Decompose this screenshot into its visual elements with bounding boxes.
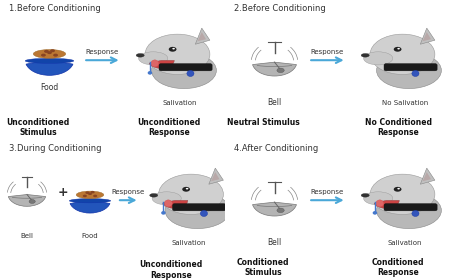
Circle shape: [394, 187, 401, 192]
Circle shape: [29, 200, 35, 203]
Circle shape: [277, 68, 284, 73]
Text: Bell: Bell: [267, 98, 282, 107]
Wedge shape: [26, 60, 73, 75]
Circle shape: [397, 188, 400, 190]
Polygon shape: [423, 32, 431, 41]
FancyBboxPatch shape: [159, 64, 212, 71]
Polygon shape: [209, 168, 223, 184]
Ellipse shape: [161, 211, 166, 215]
Text: Bell: Bell: [267, 238, 282, 247]
Circle shape: [394, 47, 401, 52]
Ellipse shape: [164, 200, 172, 207]
Text: No Salivation: No Salivation: [382, 100, 428, 106]
Circle shape: [186, 188, 189, 190]
Text: Response: Response: [311, 189, 344, 195]
Wedge shape: [252, 202, 297, 216]
Text: Response: Response: [112, 189, 145, 195]
Circle shape: [172, 48, 175, 50]
Circle shape: [90, 191, 94, 193]
Text: +: +: [58, 186, 68, 199]
Polygon shape: [420, 168, 435, 184]
FancyBboxPatch shape: [384, 204, 437, 211]
Ellipse shape: [136, 53, 144, 57]
Circle shape: [370, 174, 435, 214]
Circle shape: [182, 187, 190, 192]
Ellipse shape: [33, 50, 66, 58]
Text: 3.During Conditioning: 3.During Conditioning: [9, 144, 102, 153]
Circle shape: [53, 54, 58, 57]
Polygon shape: [423, 172, 431, 181]
Polygon shape: [211, 172, 220, 181]
Ellipse shape: [25, 58, 74, 63]
Circle shape: [44, 50, 49, 53]
Wedge shape: [149, 60, 174, 68]
Ellipse shape: [148, 71, 152, 75]
Ellipse shape: [139, 52, 168, 65]
Circle shape: [93, 195, 97, 197]
Text: Unconditioned
Response: Unconditioned Response: [140, 260, 202, 280]
Ellipse shape: [150, 193, 158, 197]
FancyBboxPatch shape: [172, 204, 225, 211]
Wedge shape: [374, 200, 399, 208]
Text: Unconditioned
Stimulus: Unconditioned Stimulus: [7, 118, 70, 137]
Text: Salivation: Salivation: [172, 240, 206, 246]
Wedge shape: [70, 200, 110, 213]
Text: Bell: Bell: [21, 233, 33, 239]
Ellipse shape: [152, 52, 216, 88]
Ellipse shape: [377, 192, 441, 228]
FancyBboxPatch shape: [384, 64, 437, 71]
Circle shape: [169, 47, 176, 52]
Ellipse shape: [373, 211, 377, 215]
Ellipse shape: [152, 192, 181, 205]
Circle shape: [41, 54, 46, 57]
Circle shape: [47, 51, 52, 54]
Wedge shape: [252, 62, 297, 76]
Text: Salivation: Salivation: [163, 100, 197, 106]
Text: Food: Food: [82, 233, 98, 239]
Circle shape: [86, 192, 90, 194]
Text: No Conditioned
Response: No Conditioned Response: [365, 118, 432, 137]
Ellipse shape: [151, 60, 159, 67]
Wedge shape: [9, 195, 45, 206]
Ellipse shape: [187, 71, 194, 76]
Ellipse shape: [364, 52, 393, 65]
Ellipse shape: [76, 191, 104, 199]
Text: Neutral Stimulus: Neutral Stimulus: [227, 118, 300, 127]
Wedge shape: [162, 200, 188, 208]
Text: Food: Food: [40, 83, 58, 92]
Text: Response: Response: [311, 49, 344, 55]
Circle shape: [397, 48, 400, 50]
Polygon shape: [198, 32, 206, 41]
Ellipse shape: [412, 71, 419, 76]
Circle shape: [83, 195, 87, 197]
Ellipse shape: [376, 200, 384, 207]
Ellipse shape: [200, 211, 207, 216]
Text: Conditioned
Response: Conditioned Response: [372, 258, 424, 277]
Text: Salivation: Salivation: [388, 240, 422, 246]
Polygon shape: [420, 28, 435, 44]
Ellipse shape: [377, 52, 441, 88]
Text: Unconditioned
Response: Unconditioned Response: [137, 118, 200, 137]
Ellipse shape: [361, 193, 369, 197]
Text: Response: Response: [86, 49, 119, 55]
Ellipse shape: [412, 211, 419, 216]
Ellipse shape: [69, 199, 111, 203]
Text: 1.Before Conditioning: 1.Before Conditioning: [9, 4, 101, 13]
Circle shape: [158, 174, 223, 214]
Ellipse shape: [361, 53, 369, 57]
Circle shape: [370, 34, 435, 74]
Text: Conditioned
Stimulus: Conditioned Stimulus: [237, 258, 289, 277]
Circle shape: [50, 49, 55, 52]
Circle shape: [88, 192, 92, 195]
Ellipse shape: [364, 192, 393, 205]
Circle shape: [277, 208, 284, 213]
Polygon shape: [195, 28, 210, 44]
Ellipse shape: [165, 192, 230, 228]
Circle shape: [145, 34, 210, 74]
Text: 2.Before Conditioning: 2.Before Conditioning: [234, 4, 326, 13]
Text: 4.After Conditioning: 4.After Conditioning: [234, 144, 318, 153]
